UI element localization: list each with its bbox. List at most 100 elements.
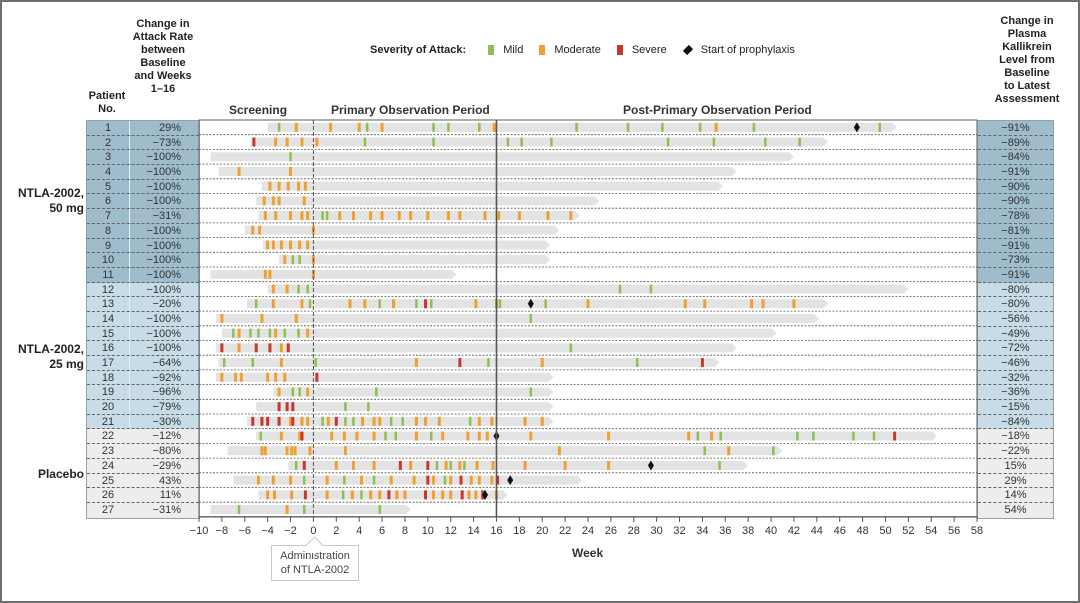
header-line: Change in [1000, 15, 1054, 27]
attack-mark-moderate [449, 475, 453, 485]
attack-mark-moderate [563, 460, 567, 470]
attack-mark-mild [878, 122, 881, 132]
table-row: −72% [978, 341, 1053, 356]
kallikrein-change: −84% [1001, 415, 1030, 428]
attack-mark-moderate [266, 372, 270, 382]
attack-rate-change: −31% [152, 210, 181, 223]
attack-mark-moderate [256, 475, 260, 485]
attack-mark-moderate [474, 299, 478, 309]
attack-mark-moderate [441, 431, 445, 441]
x-tick-label: 36 [719, 525, 731, 537]
x-tick-label: 58 [971, 525, 983, 537]
attack-rate-change: −80% [152, 445, 181, 458]
table-row: 7 −31% [87, 209, 199, 224]
attack-mark-moderate [234, 372, 238, 382]
attack-mark-severe [285, 402, 289, 412]
header-line: Level from [999, 54, 1055, 66]
kallikrein-change: 54% [1004, 503, 1027, 516]
attack-rate-change: −100% [146, 151, 181, 164]
attack-mark-severe [266, 416, 270, 426]
header-line: Attack Rate [132, 31, 194, 43]
header-line: Patient [88, 90, 126, 102]
attack-mark-mild [550, 137, 553, 147]
attack-mark-mild [384, 431, 387, 441]
patient-bar [279, 255, 551, 265]
header-line: between [140, 44, 185, 56]
legend-severe-label: Severe [631, 44, 667, 56]
attack-mark-mild [430, 431, 433, 441]
attack-mark-moderate [477, 416, 481, 426]
patient-bar [256, 431, 937, 441]
patient-bar [247, 299, 829, 309]
attack-mark-moderate [540, 416, 544, 426]
kallikrein-change: −90% [1001, 180, 1030, 193]
attack-mark-moderate [409, 211, 413, 221]
attack-mark-mild [352, 416, 355, 426]
kallikrein-change: −91% [1001, 166, 1030, 179]
attack-mark-mild [718, 460, 721, 470]
attack-mark-moderate [466, 431, 470, 441]
attack-mark-mild [295, 460, 298, 470]
attack-mark-severe [398, 460, 402, 470]
attack-mark-mild [520, 137, 523, 147]
patient-number: 19 [87, 385, 130, 400]
patient-number: 13 [87, 297, 130, 311]
attack-mark-moderate [239, 372, 243, 382]
period-screening: Screening [229, 103, 288, 117]
attack-mark-mild [308, 299, 312, 309]
attack-mark-moderate [298, 431, 302, 441]
attack-mark-mild [529, 313, 533, 323]
attack-mark-moderate [392, 299, 395, 309]
attack-mark-moderate [289, 211, 293, 221]
patient-bar [263, 240, 551, 250]
severe-swatch-icon [616, 45, 623, 55]
table-row: −36% [978, 385, 1053, 401]
attack-mark-moderate [298, 240, 302, 250]
table-row: 21 −30% [87, 414, 199, 430]
attack-mark-moderate [607, 431, 611, 441]
attack-mark-moderate [414, 358, 418, 368]
attack-mark-moderate [279, 431, 283, 441]
attack-mark-moderate [350, 490, 354, 500]
header-line: Baseline [140, 57, 186, 69]
attack-mark-moderate [263, 211, 267, 221]
kallikrein-change: −80% [1001, 283, 1030, 296]
group-label-placebo: Placebo [10, 467, 84, 482]
x-tick-label: −10 [190, 525, 209, 537]
attack-mark-moderate [260, 313, 264, 323]
attack-mark-severe [300, 431, 304, 441]
x-tick-label: 48 [856, 525, 868, 537]
attack-mark-severe [496, 475, 500, 485]
attack-mark-moderate [357, 122, 361, 132]
patient-number: 2 [87, 135, 130, 150]
table-row: −91% [978, 121, 1053, 136]
table-row: 15 −100% [87, 326, 199, 342]
attack-mark-mild [529, 387, 533, 397]
attack-mark-moderate [237, 328, 241, 338]
attack-mark-moderate [432, 475, 436, 485]
attack-mark-moderate [300, 211, 304, 221]
attack-mark-mild [251, 358, 255, 368]
attack-mark-mild [325, 211, 329, 221]
attack-mark-mild [277, 122, 281, 132]
attack-mark-mild [447, 122, 450, 132]
attack-mark-moderate [426, 211, 430, 221]
attack-mark-moderate [444, 460, 448, 470]
attack-mark-moderate [263, 446, 267, 456]
patient-number: 24 [87, 458, 130, 473]
table-row: −91% [978, 165, 1053, 180]
attack-mark-moderate [475, 460, 479, 470]
attack-mark-moderate [492, 122, 496, 132]
attack-mark-moderate [268, 181, 272, 191]
header-line: and Weeks [134, 70, 192, 82]
callout-line: of NTLA-2002 [280, 564, 350, 576]
attack-mark-moderate [271, 196, 275, 206]
kallikrein-change: −36% [1001, 386, 1030, 399]
x-tick-label: 8 [402, 525, 408, 537]
attack-mark-moderate [237, 166, 241, 176]
attack-mark-severe [303, 490, 307, 500]
patient-number: 26 [87, 488, 130, 502]
attack-mark-severe [220, 343, 224, 353]
patient-bar [218, 358, 720, 368]
kallikrein-change: −49% [1001, 327, 1030, 340]
